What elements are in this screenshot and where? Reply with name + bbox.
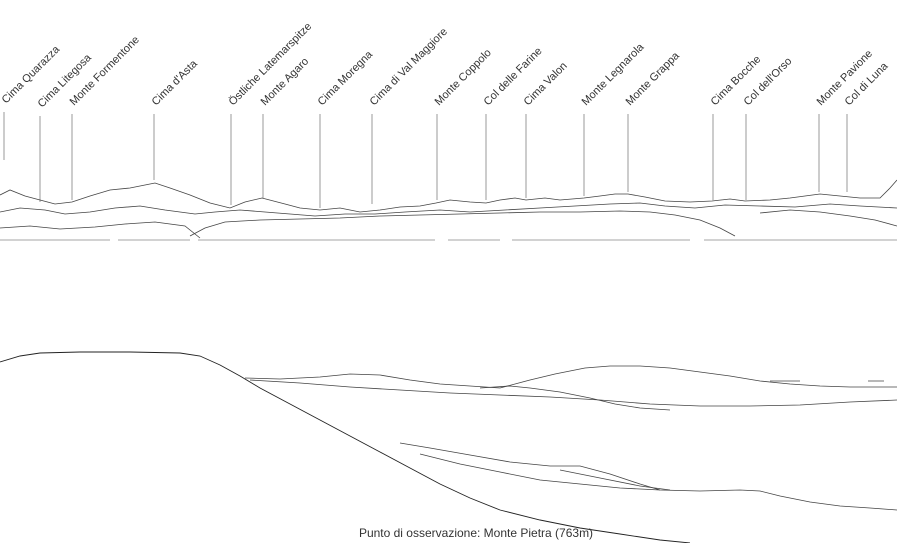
foreground-hills: [0, 351, 897, 543]
peak-label: Cima Moregna: [316, 48, 376, 108]
hill-left: [0, 351, 691, 543]
observation-point-caption: Punto di osservazione: Monte Pietra (763…: [359, 526, 593, 540]
ridge-far-1: [0, 179, 897, 213]
hill-low-3: [559, 469, 671, 491]
ridge-far-4: [189, 210, 736, 237]
ridge-far-2: [0, 202, 897, 217]
distant-ridges: [0, 179, 897, 241]
hill-mid-2: [479, 385, 671, 411]
ridge-far-5: [759, 209, 897, 227]
hill-mid-1: [249, 379, 897, 407]
hill-low-2: [419, 453, 661, 491]
hill-right-far: [244, 365, 897, 389]
ridge-far-3: [0, 221, 201, 239]
peak-label: Cima d'Asta: [150, 57, 201, 108]
